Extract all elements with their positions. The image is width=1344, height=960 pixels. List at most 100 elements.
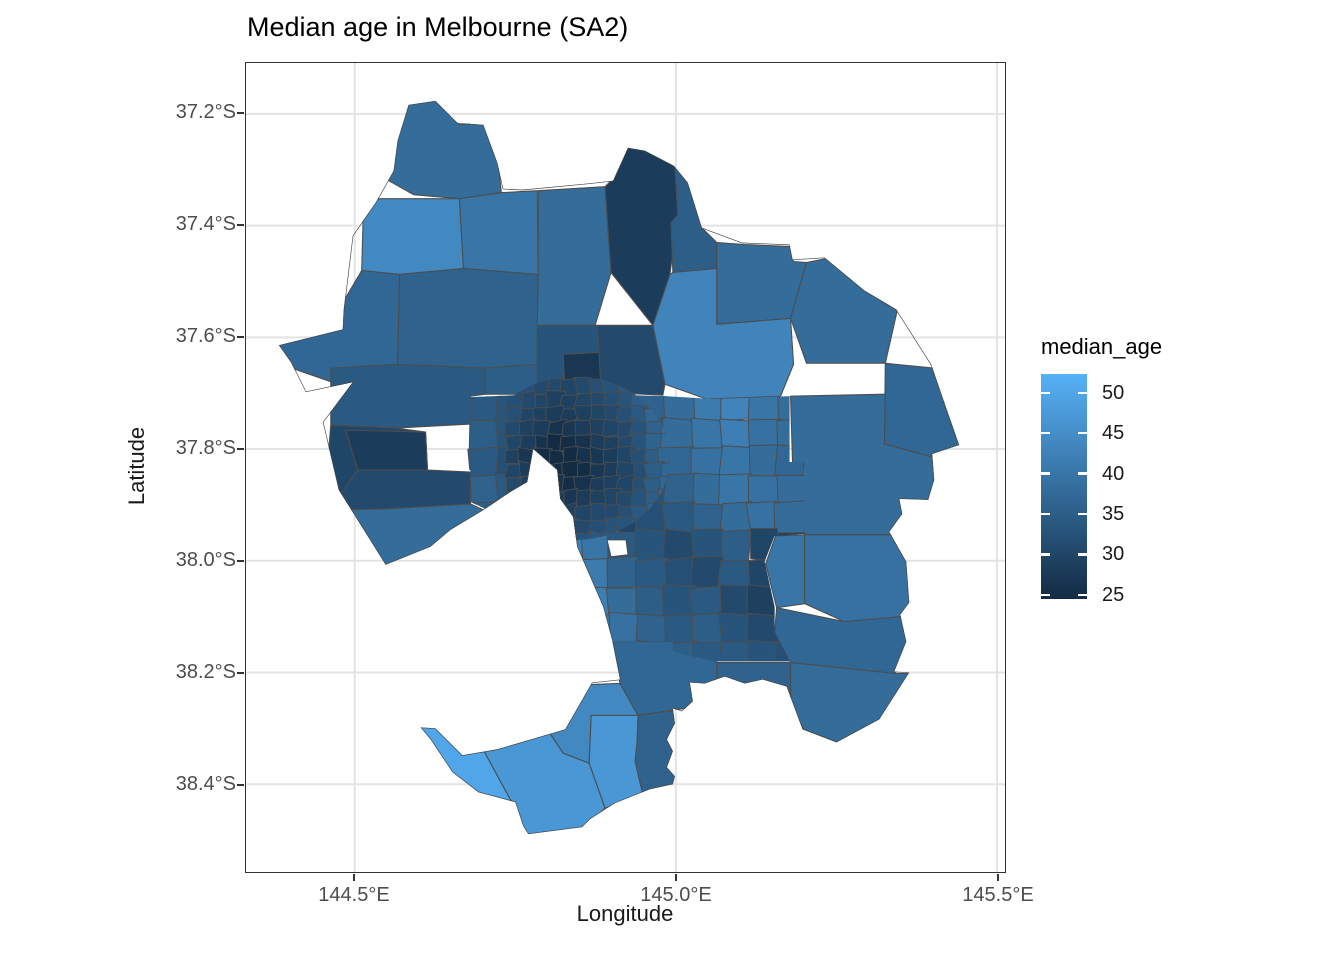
sa2-region: [340, 503, 486, 568]
sa2-region: [661, 472, 698, 507]
sa2-region: [801, 446, 805, 479]
land-regions: [278, 100, 960, 835]
sa2-region: [468, 532, 502, 562]
legend-tick-mark: [1078, 391, 1087, 394]
y-axis-title: Latitude: [124, 426, 149, 506]
legend: median_age 50 45 40 35 30 25: [1041, 334, 1251, 634]
sa2-region: [333, 469, 471, 511]
sa2-region: [550, 587, 584, 620]
x-axis-title: Longitude: [576, 901, 674, 926]
sa2-region: [790, 661, 911, 743]
sa2-region: [506, 502, 524, 524]
sa2-region: [533, 489, 551, 509]
sa2-region: [519, 516, 538, 534]
sa2-region: [547, 501, 567, 521]
sa2-region: [467, 446, 500, 479]
sa2-region: [545, 530, 566, 540]
x-tick-label: 145.5°E: [962, 884, 1034, 906]
sa2-region: [496, 529, 530, 563]
legend-tick-mark: [1078, 512, 1087, 516]
sa2-region: [747, 639, 780, 662]
y-tick-label: 37.8°S: [175, 437, 236, 459]
sa2-region: [345, 429, 429, 471]
sa2-region: [579, 641, 614, 662]
sa2-region: [519, 487, 539, 509]
sa2-region: [504, 529, 525, 540]
sa2-region: [503, 515, 522, 535]
sa2-region: [652, 267, 795, 400]
page-title: Median age in Melbourne (SA2): [247, 12, 629, 42]
sa2-region: [383, 100, 502, 200]
sa2-region: [467, 640, 499, 662]
sa2-region: [361, 198, 464, 276]
sa2-region: [522, 503, 556, 536]
sa2-region: [657, 446, 670, 466]
sa2-region: [533, 476, 553, 497]
y-tick-label: 37.6°S: [175, 325, 236, 347]
legend-tick-mark: [1041, 512, 1050, 516]
map-panel: [245, 62, 1006, 873]
sa2-region: [720, 529, 752, 563]
x-axis-tick: [675, 874, 677, 881]
sa2-region: [803, 534, 912, 623]
sa2-region: [534, 463, 552, 481]
sa2-region: [468, 556, 503, 592]
legend-tick-label: 45: [1102, 422, 1125, 445]
sa2-region: [534, 504, 552, 522]
legend-tick-label: 25: [1102, 583, 1125, 606]
legend-tick-mark: [1041, 593, 1050, 597]
sa2-region: [670, 166, 718, 274]
x-tick-label: 145.0°E: [640, 884, 712, 906]
legend-tick-mark: [1041, 472, 1050, 475]
sa2-region: [524, 531, 558, 563]
sa2-region: [467, 585, 499, 616]
sa2-region: [536, 186, 612, 326]
melbourne-sa2-map: [246, 63, 1005, 872]
sa2-region: [458, 190, 539, 276]
sa2-region: [773, 499, 805, 535]
sa2-region: [546, 519, 567, 536]
sa2-region: [469, 474, 500, 505]
y-tick-label: 37.2°S: [175, 101, 236, 123]
y-axis-tick: [237, 112, 244, 114]
y-axis-tick: [237, 560, 244, 562]
sa2-region: [466, 611, 501, 648]
sa2-region: [330, 363, 486, 429]
y-axis-tick: [237, 672, 244, 674]
sa2-region: [776, 474, 805, 508]
legend-tick-mark: [1078, 593, 1087, 597]
sa2-region: [505, 405, 523, 424]
sa2-region: [550, 558, 587, 592]
y-axis-tick: [237, 336, 244, 338]
sa2-region: [524, 584, 557, 617]
y-tick-label: 38.0°S: [175, 549, 236, 571]
sa2-region: [765, 534, 806, 609]
y-tick-label: 38.4°S: [175, 773, 236, 795]
legend-tick-mark: [1078, 431, 1087, 435]
no-data-region: [606, 539, 629, 558]
sa2-region: [690, 417, 724, 453]
legend-title: median_age: [1041, 334, 1163, 359]
sa2-region: [519, 502, 536, 523]
y-tick-label: 37.4°S: [175, 213, 236, 235]
sa2-region: [634, 710, 680, 796]
sa2-region: [718, 473, 753, 507]
sa2-region: [531, 515, 552, 537]
sa2-region: [573, 532, 595, 540]
sa2-region: [518, 534, 538, 540]
sa2-region: [747, 418, 782, 450]
legend-tick-label: 30: [1102, 543, 1125, 566]
sa2-region: [692, 641, 725, 662]
sa2-region: [883, 362, 960, 458]
sa2-region: [550, 615, 586, 647]
sa2-region: [659, 432, 670, 452]
legend-tick-mark: [1041, 391, 1050, 394]
y-axis-tick: [237, 224, 244, 226]
legend-tick-label: 50: [1102, 381, 1125, 404]
sa2-region: [523, 557, 556, 590]
x-axis-tick: [997, 874, 999, 881]
y-axis-tick: [237, 784, 244, 786]
sa2-region: [525, 474, 557, 506]
legend-tick-label: 40: [1102, 462, 1125, 485]
